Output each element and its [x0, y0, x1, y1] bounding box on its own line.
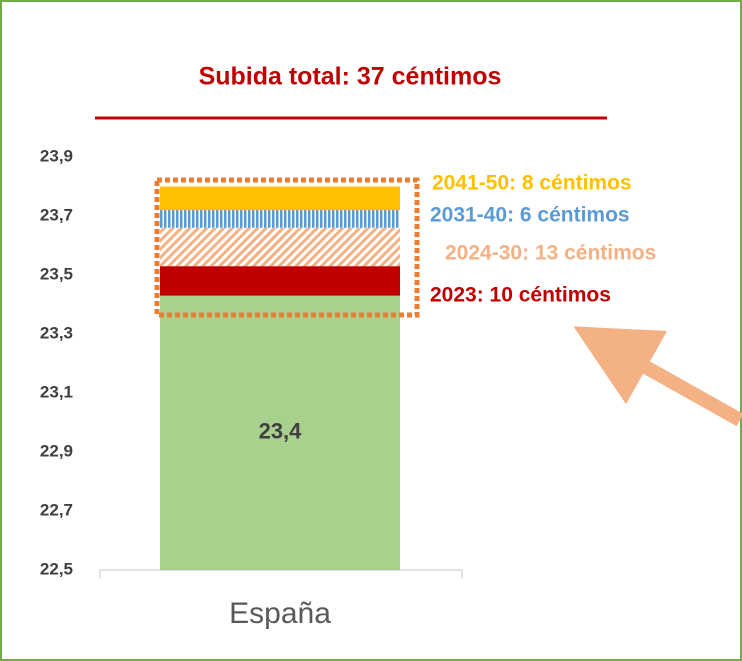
segment-label: 2031-40: 6 céntimos [430, 204, 630, 227]
y-tick-label: 23,1 [40, 382, 73, 401]
y-tick-label: 23,7 [40, 205, 73, 224]
y-tick-label: 22,9 [40, 441, 73, 460]
y-tick-label: 23,9 [40, 146, 73, 165]
arrow [573, 326, 742, 427]
bar-segment [160, 227, 400, 267]
chart-title: Subida total: 37 céntimos [199, 63, 502, 91]
highlight-box [154, 177, 420, 318]
y-tick-label: 22,7 [40, 500, 73, 519]
bar-segment [160, 266, 400, 296]
data-label: 23,4 [259, 419, 303, 444]
bar-segment [160, 186, 400, 211]
segment-label: 2023: 10 céntimos [430, 284, 611, 307]
segment-label: 2024-30: 13 céntimos [445, 242, 656, 265]
segment-label: 2041-50: 8 céntimos [432, 172, 632, 195]
y-tick-label: 22,5 [40, 559, 73, 578]
bar-segment [160, 210, 400, 228]
x-tick-label: España [229, 597, 331, 630]
y-tick-label: 23,3 [40, 323, 73, 342]
y-tick-label: 23,5 [40, 264, 73, 283]
bar-segment [160, 295, 400, 570]
